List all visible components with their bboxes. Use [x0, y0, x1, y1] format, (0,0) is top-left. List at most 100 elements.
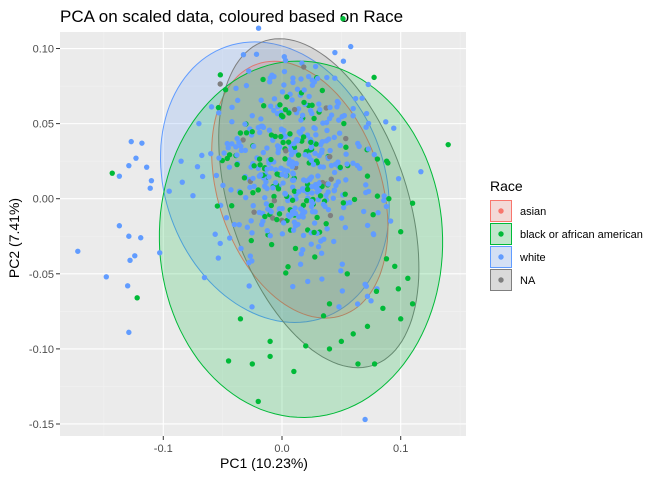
point-white — [247, 253, 253, 259]
point-na — [240, 137, 246, 143]
point-na — [283, 148, 289, 154]
point-white — [127, 257, 133, 263]
point-black-or-african-american — [237, 130, 244, 136]
point-white — [271, 96, 278, 102]
point-white — [279, 89, 286, 95]
point-white — [234, 152, 240, 158]
point-black-or-african-american — [274, 171, 280, 177]
point-black-or-african-american — [405, 275, 411, 282]
point-white — [282, 190, 288, 197]
point-white — [147, 185, 153, 191]
point-black-or-african-american — [342, 191, 348, 197]
point-black-or-african-american — [364, 323, 371, 330]
point-black-or-african-american — [355, 361, 361, 367]
point-white — [286, 213, 293, 220]
point-white — [217, 240, 223, 247]
point-black-or-african-american — [268, 156, 274, 163]
point-white — [300, 177, 307, 183]
point-white — [365, 81, 371, 88]
point-white — [327, 104, 333, 111]
point-black-or-african-american — [300, 202, 307, 208]
point-white — [290, 227, 297, 233]
point-white — [350, 160, 356, 166]
y-tick-label: -0.05 — [29, 269, 54, 281]
point-white — [302, 152, 308, 158]
point-white — [128, 138, 134, 145]
point-white — [381, 193, 387, 199]
point-white — [247, 184, 253, 191]
point-white — [257, 172, 264, 178]
point-white — [342, 224, 349, 231]
point-white — [290, 75, 296, 81]
point-black-or-african-american — [373, 288, 380, 295]
point-white — [244, 224, 251, 230]
point-black-or-african-american — [304, 186, 311, 193]
point-black-or-african-american — [371, 74, 377, 81]
point-white — [325, 206, 332, 213]
point-white — [278, 127, 285, 133]
point-white — [139, 140, 145, 146]
point-white — [272, 179, 279, 186]
point-white — [143, 164, 150, 170]
point-black-or-african-american — [409, 200, 416, 206]
point-white — [328, 112, 335, 118]
point-white — [391, 125, 397, 131]
point-black-or-african-american — [282, 106, 289, 113]
point-white — [251, 183, 257, 190]
point-white — [347, 199, 353, 206]
point-white — [267, 233, 273, 239]
point-white — [264, 145, 270, 151]
legend-marker-asian — [498, 208, 504, 214]
point-white — [363, 283, 370, 289]
point-black-or-african-american — [344, 271, 350, 277]
legend: Race asian black or african american white… — [490, 178, 643, 291]
point-white — [220, 182, 226, 189]
point-white — [243, 194, 249, 201]
point-white — [225, 145, 231, 151]
point-white — [263, 201, 270, 207]
y-axis: -0.15 -0.10 -0.05 0.00 0.05 0.10 — [29, 44, 60, 431]
point-white — [321, 236, 327, 242]
point-black-or-african-american — [224, 155, 230, 162]
point-white — [268, 209, 274, 215]
point-white — [290, 171, 297, 177]
point-white — [336, 130, 343, 136]
point-black-or-african-american — [338, 338, 345, 345]
point-white — [226, 235, 233, 241]
point-white — [226, 164, 233, 170]
y-tick-label: -0.10 — [29, 344, 54, 356]
point-white — [212, 231, 218, 237]
point-white — [387, 218, 394, 224]
point-white — [312, 125, 318, 132]
point-black-or-african-american — [214, 203, 221, 209]
point-white — [319, 276, 325, 282]
point-na — [327, 212, 334, 219]
point-white — [311, 220, 318, 226]
point-black-or-african-american — [303, 198, 310, 204]
point-black-or-african-american — [383, 158, 390, 164]
point-black-or-african-american — [109, 170, 115, 176]
point-na — [291, 106, 298, 113]
point-white — [103, 274, 109, 280]
point-white — [116, 223, 123, 229]
point-white — [229, 141, 235, 147]
point-white — [281, 82, 287, 88]
point-white — [309, 183, 315, 190]
point-white — [328, 162, 335, 169]
point-white — [283, 172, 289, 179]
point-black-or-african-american — [392, 263, 398, 269]
point-black-or-african-american — [313, 141, 319, 147]
point-black-or-african-american — [311, 115, 317, 122]
point-black-or-african-american — [395, 286, 402, 292]
point-white — [264, 227, 271, 234]
point-white — [138, 235, 144, 241]
point-black-or-african-american — [274, 216, 280, 223]
point-black-or-african-american — [222, 86, 229, 93]
point-black-or-african-american — [241, 175, 248, 181]
point-white — [343, 151, 349, 157]
point-black-or-african-american — [225, 358, 232, 364]
point-na — [270, 215, 276, 221]
point-white — [280, 180, 286, 186]
point-white — [236, 221, 242, 228]
point-white — [316, 187, 322, 194]
